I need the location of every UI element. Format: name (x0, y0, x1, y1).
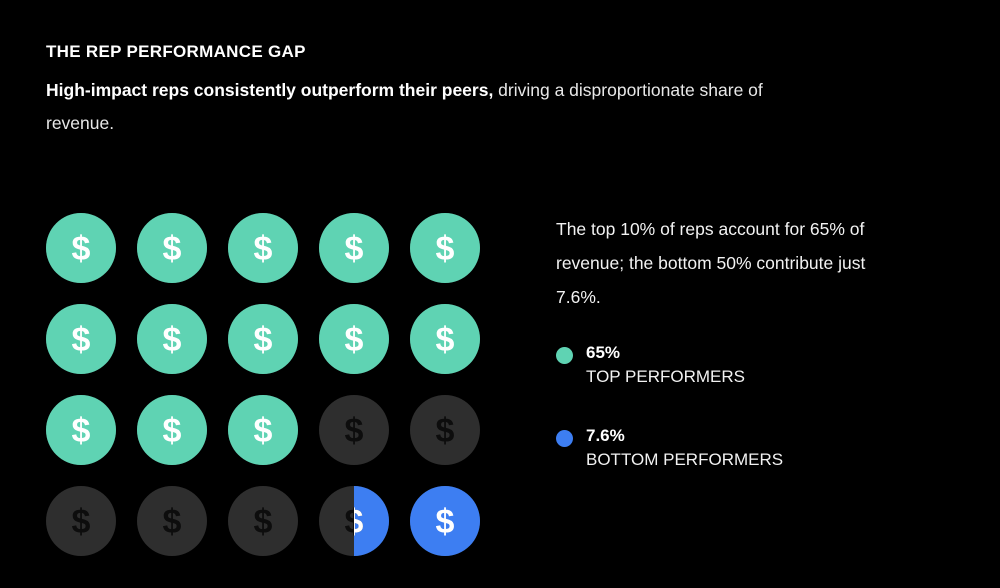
unit-fill-bottom-partial (354, 486, 389, 556)
dollar-icon-grid: $ $ $ $ $$ $ $ $ $$ $ $ $ $$ $ $ $$ $ (46, 213, 480, 556)
dollar-unit-icon: $ (410, 304, 480, 374)
legend-dot-top-icon (556, 347, 573, 364)
unit-fill-top (137, 395, 207, 465)
unit-fill-top (228, 304, 298, 374)
unit-fill-top (46, 395, 116, 465)
unit-base (137, 486, 207, 556)
unit-fill-top (46, 304, 116, 374)
dollar-unit-icon: $ (410, 213, 480, 283)
dollar-unit-icon: $ (228, 304, 298, 374)
unit-fill-top (228, 395, 298, 465)
dollar-unit-icon: $ (410, 486, 480, 556)
dollar-symbol: $ (254, 503, 273, 541)
dollar-symbol: $ (72, 503, 91, 541)
dollar-unit-icon: $ (319, 395, 389, 465)
dollar-symbol: $ (436, 230, 455, 268)
dollar-unit-icon: $ (319, 304, 389, 374)
dollar-symbol: $ (254, 321, 273, 359)
dollar-symbol: $ (436, 412, 455, 450)
dollar-unit-icon: $ (46, 395, 116, 465)
unit-fill-top (137, 213, 207, 283)
unit-fill-top (46, 213, 116, 283)
unit-base (46, 486, 116, 556)
dollar-symbol: $ (163, 230, 182, 268)
dollar-symbol: $ (254, 412, 273, 450)
dollar-symbol: $ (163, 321, 182, 359)
unit-base (319, 395, 389, 465)
dollar-symbol: $ (345, 503, 364, 541)
dollar-symbol: $ (72, 412, 91, 450)
unit-fill-top (410, 304, 480, 374)
subtitle-rest: driving a disproportionate share of reve… (46, 80, 763, 133)
dollar-unit-icon: $ (410, 395, 480, 465)
legend-value-bottom: 7.6% (586, 426, 625, 445)
unit-base (228, 486, 298, 556)
dollar-unit-icon: $ (46, 304, 116, 374)
dollar-symbol: $ (345, 230, 364, 268)
unit-fill-top (319, 304, 389, 374)
legend-value-top: 65% (586, 343, 621, 362)
dollar-unit-icon: $ (137, 395, 207, 465)
dollar-unit-icon: $$ (319, 486, 389, 556)
unit-fill-top (228, 213, 298, 283)
dollar-unit-icon: $ (137, 486, 207, 556)
legend-dot-bottom-icon (556, 430, 573, 447)
subtitle-bold: High-impact reps consistently outperform… (46, 80, 494, 100)
dollar-unit-icon: $ (228, 395, 298, 465)
dollar-unit-icon: $ (228, 486, 298, 556)
unit-fill-top (410, 213, 480, 283)
dollar-symbol: $ (436, 503, 455, 541)
dollar-unit-icon: $ (46, 213, 116, 283)
chart-title: THE REP PERFORMANCE GAP (46, 42, 306, 61)
dollar-symbol: $ (254, 230, 273, 268)
dollar-unit-icon: $ (228, 213, 298, 283)
legend-label-bottom: BOTTOM PERFORMERS (586, 450, 784, 469)
dollar-unit-icon: $ (46, 486, 116, 556)
legend-label-top: TOP PERFORMERS (586, 367, 746, 386)
dollar-symbol: $ (72, 230, 91, 268)
unit-fill-top (137, 304, 207, 374)
dollar-unit-icon: $ (137, 304, 207, 374)
dollar-symbol: $ (436, 321, 455, 359)
unit-base (410, 395, 480, 465)
dollar-unit-icon: $ (137, 213, 207, 283)
dollar-unit-icon: $ (319, 213, 389, 283)
dollar-symbol: $ (345, 503, 364, 541)
unit-fill-bottom (410, 486, 480, 556)
chart-subtitle: High-impact reps consistently outperform… (46, 74, 766, 140)
unit-fill-top (319, 213, 389, 283)
dollar-symbol: $ (345, 321, 364, 359)
dollar-symbol: $ (163, 412, 182, 450)
chart-description: The top 10% of reps account for 65% of r… (556, 219, 866, 307)
dollar-symbol: $ (163, 503, 182, 541)
dollar-symbol: $ (72, 321, 91, 359)
dollar-symbol: $ (345, 412, 364, 450)
